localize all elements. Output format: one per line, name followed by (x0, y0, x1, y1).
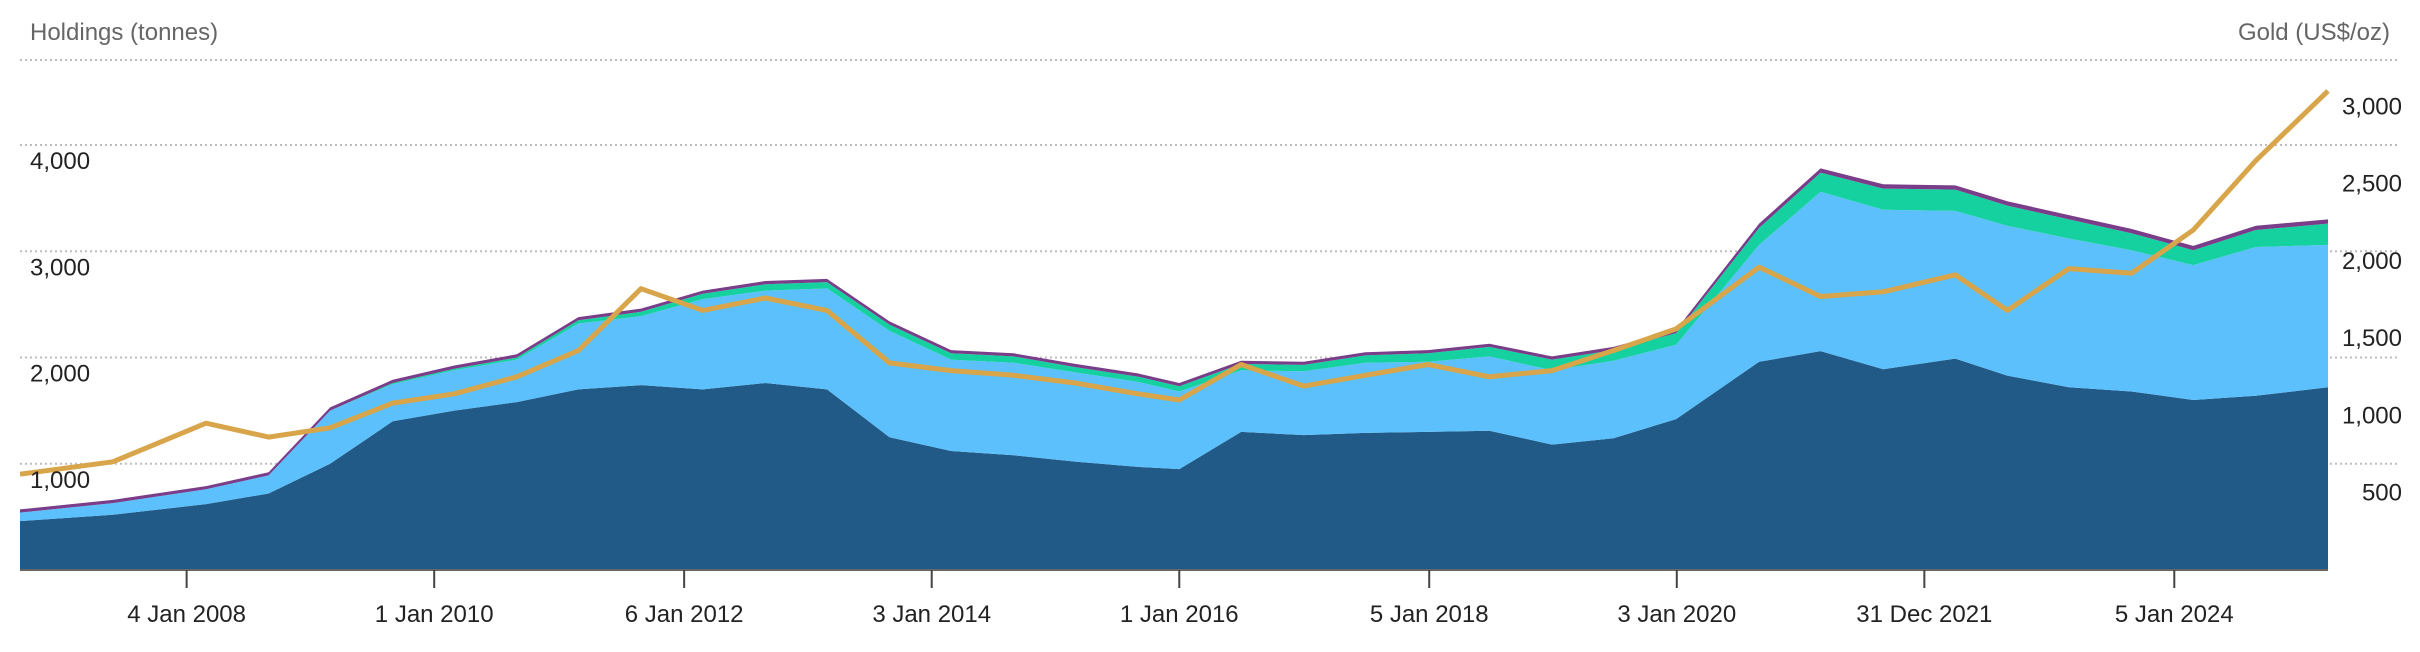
left-tick-label: 4,000 (30, 148, 90, 175)
right-tick-label: 1,500 (2342, 325, 2402, 352)
x-tick-label: 3 Jan 2014 (872, 601, 991, 628)
gold-price-layer (19, 89, 2330, 477)
x-axis-ticks: 4 Jan 2008 1 Jan 2010 6 Jan 2012 3 Jan 2014… (127, 570, 2234, 628)
x-tick-label: 6 Jan 2012 (625, 601, 744, 628)
right-axis-title: Gold (US$/oz) (2238, 19, 2390, 46)
x-tick-label: 1 Jan 2010 (375, 601, 494, 628)
x-tick-label: 5 Jan 2018 (1370, 601, 1489, 628)
right-tick-label: 2,000 (2342, 248, 2402, 275)
right-axis-ticks: 500 1,000 1,500 2,000 2,500 3,000 (2342, 93, 2402, 506)
right-tick-label: 1,000 (2342, 402, 2402, 429)
x-tick-label: 5 Jan 2024 (2115, 601, 2234, 628)
right-tick-label: 3,000 (2342, 93, 2402, 120)
x-tick-label: 4 Jan 2008 (127, 601, 246, 628)
x-tick-label: 31 Dec 2021 (1856, 601, 1992, 628)
left-tick-label: 1,000 (30, 467, 90, 494)
x-tick-label: 3 Jan 2020 (1617, 601, 1736, 628)
x-tick-label: 1 Jan 2016 (1120, 601, 1239, 628)
left-axis-title: Holdings (tonnes) (30, 19, 218, 46)
area-series-1 (20, 351, 2328, 570)
gold-price-line (19, 89, 2330, 477)
left-tick-label: 2,000 (30, 361, 90, 388)
holdings-areas (20, 168, 2328, 570)
area-series-4 (20, 168, 2328, 513)
right-tick-label: 2,500 (2342, 171, 2402, 198)
left-axis-ticks: 1,000 2,000 3,000 4,000 (30, 148, 90, 494)
left-tick-label: 3,000 (30, 254, 90, 281)
right-tick-label: 500 (2362, 480, 2402, 507)
